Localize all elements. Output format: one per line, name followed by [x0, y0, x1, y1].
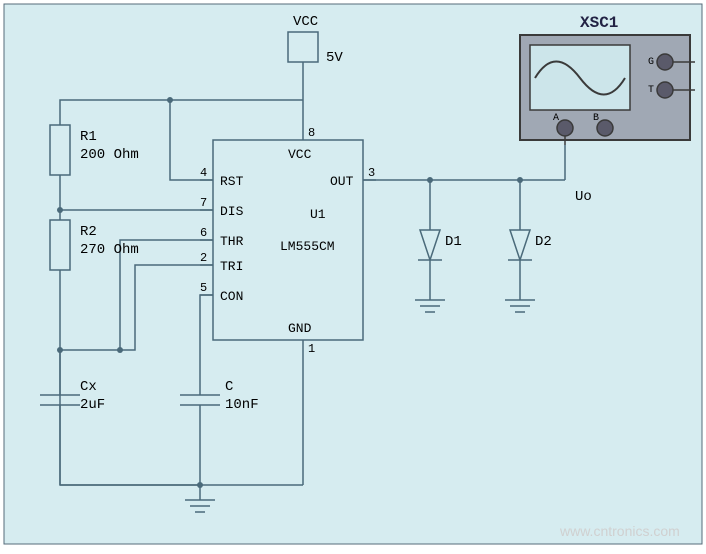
pin-num-2: 2	[200, 251, 207, 265]
pin-num-3: 3	[368, 166, 375, 180]
ic-part: LM555CM	[280, 239, 335, 254]
c-ref: C	[225, 379, 233, 395]
scope-title: XSC1	[580, 14, 618, 32]
r2-val: 270 Ohm	[80, 242, 139, 258]
scope-port-a: A	[553, 113, 559, 124]
pin-name-thr: THR	[220, 234, 244, 249]
pin-num-1: 1	[308, 342, 315, 356]
pin-num-7: 7	[200, 196, 207, 210]
watermark: www.cntronics.com	[559, 523, 680, 539]
c-val: 10nF	[225, 397, 259, 413]
pin-name-dis: DIS	[220, 204, 244, 219]
r1-val: 200 Ohm	[80, 147, 139, 163]
pin-name-vcc: VCC	[288, 147, 312, 162]
scope-port-b: B	[593, 113, 599, 124]
pin-name-tri: TRI	[220, 259, 243, 274]
r2-ref: R2	[80, 224, 97, 240]
d1-label: D1	[445, 234, 462, 250]
scope-port-g: G	[648, 57, 654, 68]
uo-label: Uo	[575, 189, 592, 205]
r1-ref: R1	[80, 129, 97, 145]
d2-label: D2	[535, 234, 552, 250]
pin-name-rst: RST	[220, 174, 244, 189]
cx-ref: Cx	[80, 379, 97, 395]
pin-name-out: OUT	[330, 174, 354, 189]
pin-num-4: 4	[200, 166, 207, 180]
pin-num-5: 5	[200, 281, 207, 295]
pin-num-8: 8	[308, 126, 315, 140]
vcc-label: VCC	[293, 14, 318, 30]
ic-ref: U1	[310, 207, 326, 222]
scope-port-t: T	[648, 85, 654, 96]
pin-name-gnd: GND	[288, 321, 312, 336]
pin-num-6: 6	[200, 226, 207, 240]
cx-val: 2uF	[80, 397, 105, 413]
schematic-canvas: www.cntronics.com VCC 5V 8 VCC 1 GND 3 OU…	[0, 0, 706, 554]
vcc-value: 5V	[326, 50, 343, 66]
pin-name-con: CON	[220, 289, 243, 304]
